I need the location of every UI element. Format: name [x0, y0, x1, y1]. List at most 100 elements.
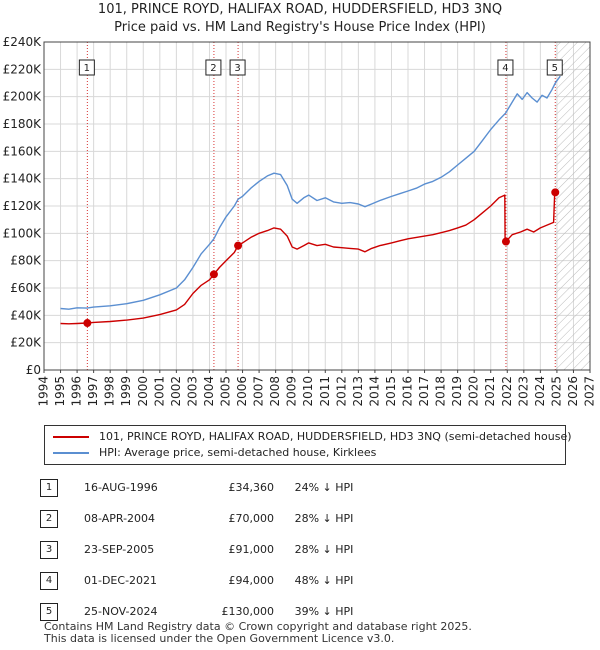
- legend-item-hpi: HPI: Average price, semi-detached house,…: [53, 445, 376, 461]
- y-tick-label: £0: [26, 363, 41, 377]
- forecast-hatch-region: [555, 42, 590, 370]
- chart-title: 101, PRINCE ROYD, HALIFAX ROAD, HUDDERSF…: [97, 2, 503, 17]
- axes: £0 £20K £40K £60K £80K £100K £120K £140K £160K £1…: [3, 35, 597, 407]
- sale-index-box: 5: [40, 602, 58, 621]
- y-tick-label: £120K: [3, 199, 43, 213]
- series-lines: [60, 75, 561, 325]
- sale-index-box: 3: [40, 540, 58, 559]
- sale-price: £34,360: [228, 481, 275, 494]
- sale-index-box: [546, 59, 563, 76]
- y-tick-label: £40K: [10, 308, 42, 322]
- sale-date-lines: [86, 42, 556, 370]
- sale-marker: [501, 237, 510, 246]
- footer: Contains HM Land Registry data © Crown c…: [44, 621, 472, 645]
- y-tick-label: £80K: [10, 254, 42, 268]
- sale-date: 16-AUG-1996: [84, 481, 158, 494]
- sale-hpi-diff: 24% ↓ HPI: [294, 481, 354, 494]
- sale-marker: [234, 241, 243, 250]
- x-tick-label: 2024: [533, 376, 547, 407]
- y-tick-label: £240K: [3, 35, 43, 49]
- sale-index-label: 3: [234, 63, 240, 74]
- y-tick-label: £180K: [3, 117, 43, 131]
- x-tick-label: 2006: [235, 376, 249, 407]
- sale-index-label: 2: [210, 63, 216, 74]
- sale-index-box: [497, 59, 514, 76]
- x-tick-label: 2009: [285, 376, 299, 407]
- sale-price: £130,000: [221, 605, 275, 618]
- x-tick-label: 2019: [450, 376, 464, 407]
- sale-index-label: 5: [552, 63, 558, 74]
- table-row: 2 08-APR-2004 £70,000 28% ↓ HPI: [40, 503, 374, 534]
- y-tick-label: £200K: [3, 90, 43, 104]
- sale-date: 25-NOV-2024: [84, 605, 158, 618]
- sale-markers: [83, 188, 560, 328]
- x-tick-label: 2023: [516, 376, 530, 407]
- x-tick-label: 2025: [549, 376, 563, 407]
- sale-price: £70,000: [228, 512, 275, 525]
- sale-index-label: 4: [502, 63, 508, 74]
- legend-swatch-red: [53, 436, 89, 438]
- legend-label-hpi: HPI: Average price, semi-detached house,…: [99, 446, 377, 459]
- x-tick-label: 2003: [185, 376, 199, 407]
- sale-hpi-diff: 39% ↓ HPI: [294, 605, 354, 618]
- table-row: 3 23-SEP-2005 £91,000 28% ↓ HPI: [40, 534, 374, 565]
- x-tick-label: 2000: [136, 376, 150, 407]
- x-tick-label: 1996: [70, 376, 84, 407]
- sale-index-box: [229, 59, 246, 76]
- x-tick-label: 2022: [500, 376, 514, 407]
- x-tick-label: 1998: [103, 376, 117, 407]
- x-tick-label: 2008: [268, 376, 282, 407]
- y-tick-label: £160K: [3, 144, 43, 158]
- x-tick-label: 2016: [401, 376, 415, 407]
- legend-item-property: 101, PRINCE ROYD, HALIFAX ROAD, HUDDERSF…: [53, 429, 572, 445]
- table-row: 4 01-DEC-2021 £94,000 48% ↓ HPI: [40, 565, 374, 596]
- sale-index-label: 1: [84, 63, 90, 74]
- sale-hpi-diff: 28% ↓ HPI: [294, 512, 354, 525]
- sale-date: 08-APR-2004: [84, 512, 156, 525]
- y-tick-label: £20K: [10, 336, 42, 350]
- x-tick-label: 2002: [169, 376, 183, 407]
- sale-index-box: 4: [40, 571, 58, 590]
- footer-licence: This data is licensed under the Open Gov…: [44, 632, 395, 645]
- sales-table: 1 16-AUG-1996 £34,360 24% ↓ HPI 2 08-APR…: [40, 472, 374, 627]
- x-tick-label: 2005: [219, 376, 233, 407]
- sale-date: 01-DEC-2021: [84, 574, 158, 587]
- x-tick-label: 1999: [119, 376, 133, 407]
- sale-index-box: 1: [40, 478, 58, 497]
- sale-date: 23-SEP-2005: [84, 543, 155, 556]
- y-tick-label: £60K: [10, 281, 42, 295]
- series-line-hpi: [60, 75, 561, 310]
- x-tick-label: 2004: [202, 376, 216, 407]
- x-tick-label: 2018: [434, 376, 448, 407]
- x-tick-label: 2011: [318, 376, 332, 407]
- footer-copyright: Contains HM Land Registry data © Crown c…: [44, 620, 472, 633]
- sale-hpi-diff: 48% ↓ HPI: [294, 574, 354, 587]
- x-tick-label: 2014: [367, 376, 381, 407]
- plot-frame: [43, 41, 591, 371]
- sale-marker: [209, 270, 218, 279]
- table-row: 1 16-AUG-1996 £34,360 24% ↓ HPI: [40, 472, 374, 503]
- y-tick-label: £100K: [3, 226, 43, 240]
- sale-index-box: 2: [40, 509, 58, 528]
- x-tick-label: 1994: [37, 376, 51, 407]
- x-tick-label: 2020: [467, 376, 481, 407]
- legend-label-property: 101, PRINCE ROYD, HALIFAX ROAD, HUDDERSF…: [99, 430, 572, 443]
- x-tick-label: 2007: [252, 376, 266, 407]
- sale-index-labels: 1 2 3 4 5: [78, 59, 563, 76]
- x-tick-label: 2015: [384, 376, 398, 407]
- sale-index-box: [78, 59, 95, 76]
- series-line-property: [60, 192, 556, 325]
- x-tick-label: 1995: [53, 376, 67, 407]
- sale-price: £94,000: [228, 574, 275, 587]
- legend: 101, PRINCE ROYD, HALIFAX ROAD, HUDDERSF…: [44, 425, 572, 465]
- table-row: 5 25-NOV-2024 £130,000 39% ↓ HPI: [40, 596, 374, 627]
- y-tick-label: £140K: [3, 172, 43, 186]
- sale-marker: [83, 319, 92, 328]
- sale-price: £91,000: [228, 543, 275, 556]
- x-tick-label: 2026: [566, 376, 580, 407]
- sale-index-box: [205, 59, 222, 76]
- x-tick-label: 2027: [583, 376, 597, 407]
- x-tick-label: 2013: [351, 376, 365, 407]
- sale-hpi-diff: 28% ↓ HPI: [294, 543, 354, 556]
